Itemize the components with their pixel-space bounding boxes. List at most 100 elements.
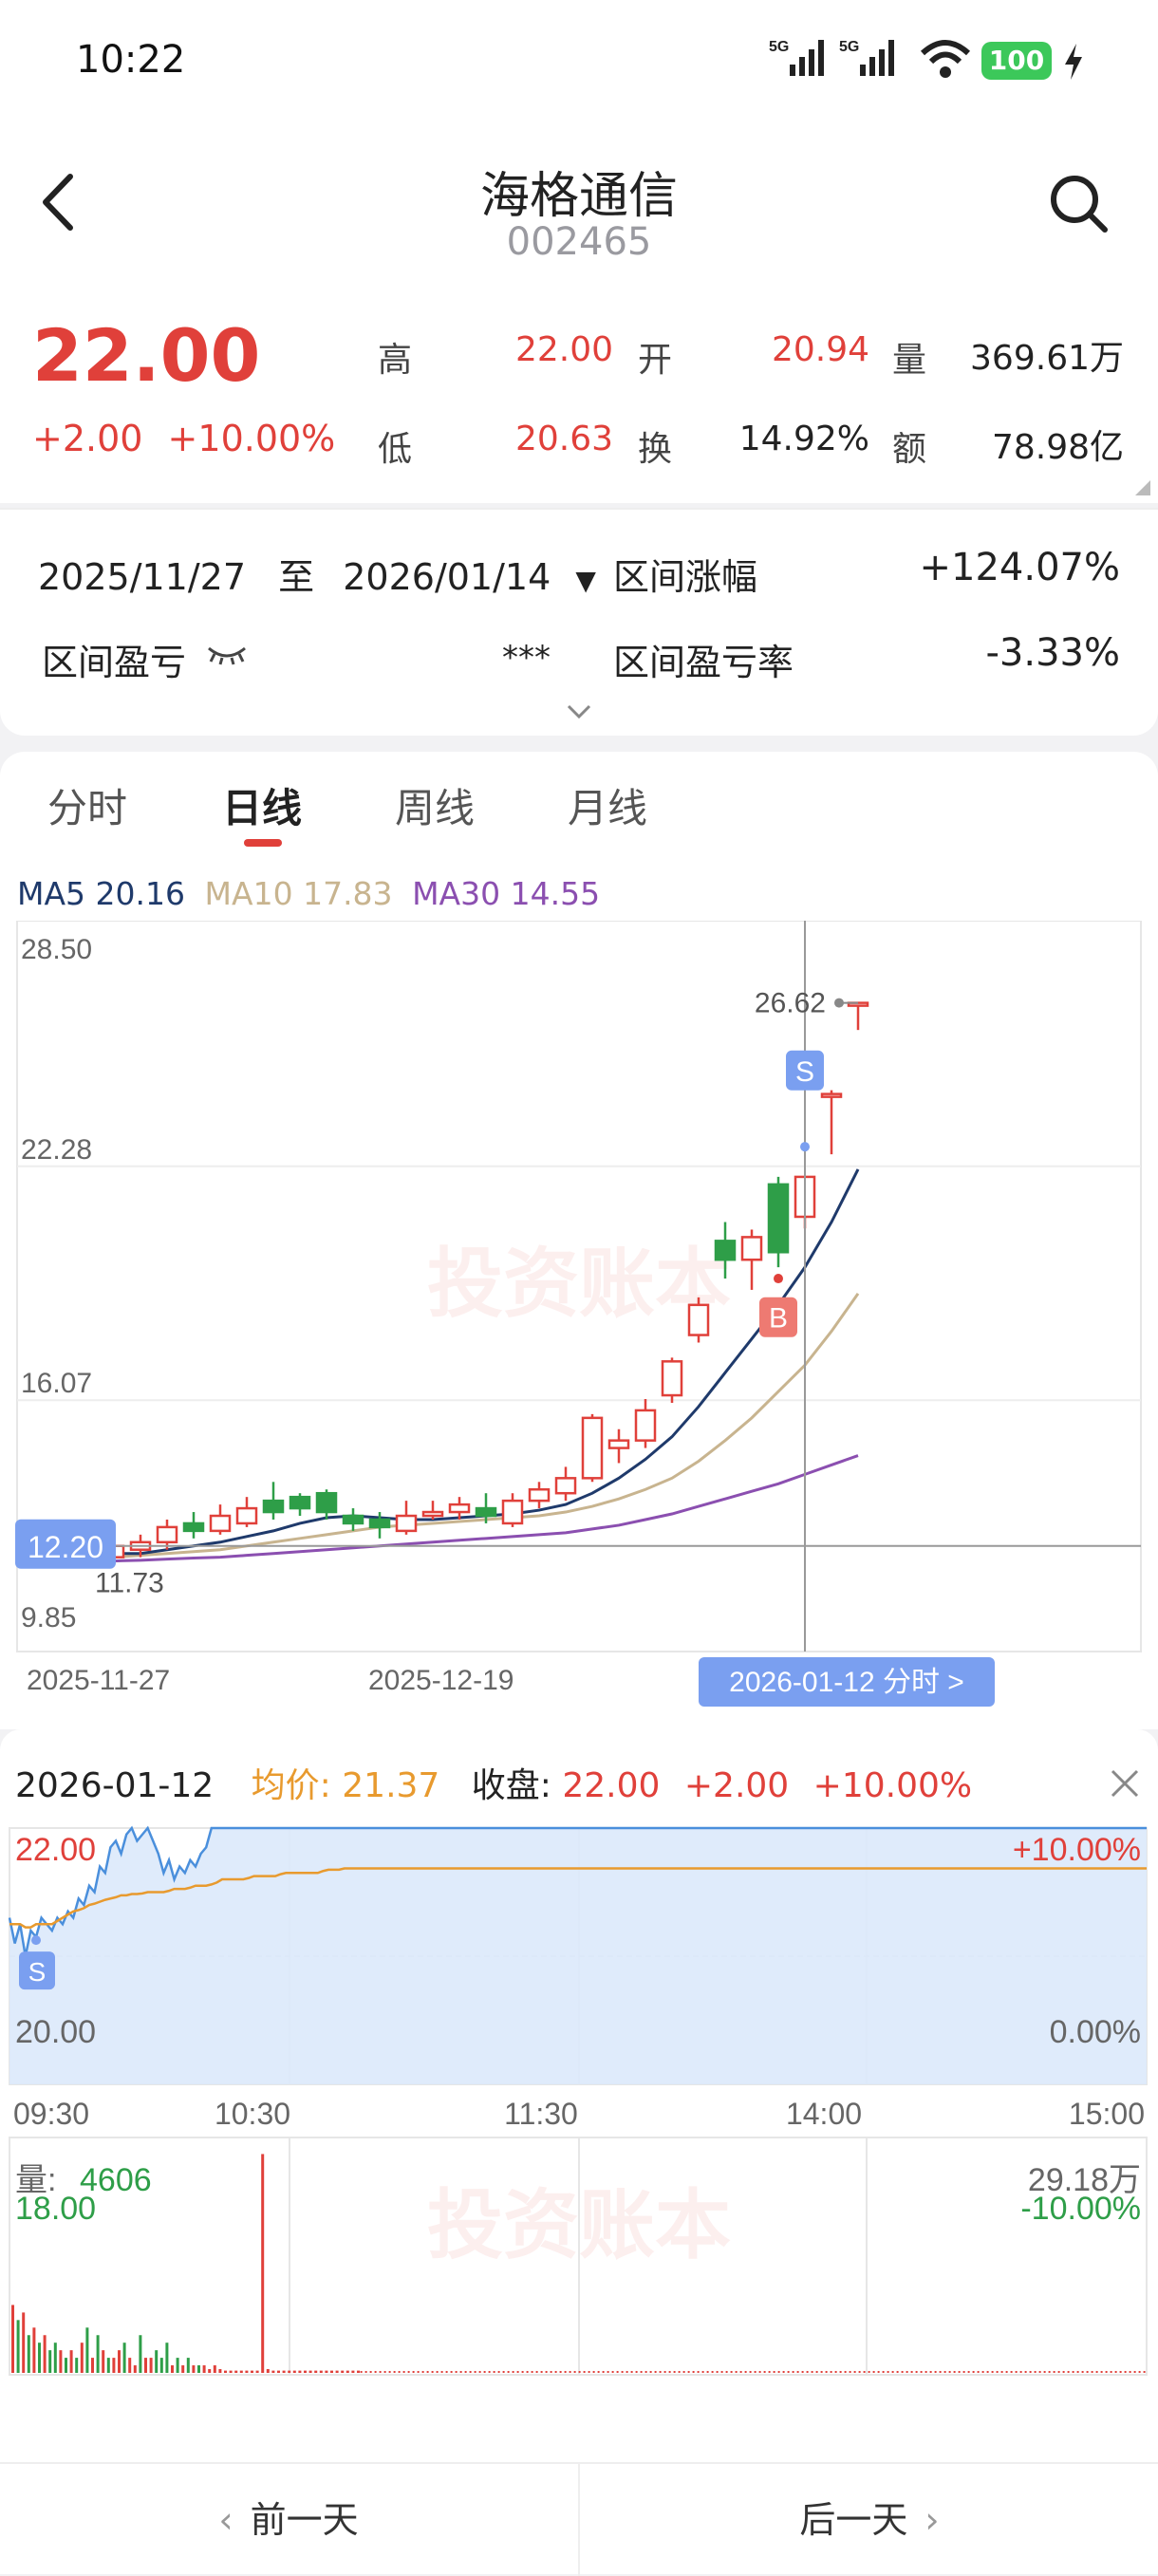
charging-icon [1065,44,1082,80]
date-range-selector[interactable]: 2025/11/27 至 2026/01/14 ▼ [38,548,596,600]
volume-bar [171,2365,174,2373]
watermark: 投资账本 [427,2183,731,2268]
intraday-date: 2026-01-12 [15,1766,215,1805]
volume-bar [65,2358,67,2373]
candle-body [634,1409,657,1442]
sell-tag-label: S [795,1056,814,1088]
candle-body [607,1439,630,1449]
range-pnl-value: *** [502,639,551,677]
intraday-chart[interactable]: 投资账本 S 22.00 20.00 18.00 +10.00% 0.00% -10.00… [0,1815,1158,2470]
candle-body [554,1477,577,1495]
candle-body [581,1416,604,1480]
volume-bar [128,2358,132,2373]
volume-bar [11,2305,14,2373]
tab-daily[interactable]: 日线 [222,785,303,831]
back-icon[interactable] [38,171,80,233]
tab-weekly[interactable]: 周线 [395,785,476,831]
tab-monthly[interactable]: 月线 [568,785,648,831]
volume-bar [218,2369,222,2373]
candle-body [342,1514,364,1525]
volume-bar [255,2370,259,2373]
candle-body [475,1506,497,1518]
end-date: 2026/01/14 [343,556,551,598]
price-line [8,1825,1147,1957]
candle-body [315,1491,338,1514]
candle-body [421,1510,444,1518]
ma30-value: 14.55 [510,875,601,912]
turnover-value: 14.92% [738,420,869,458]
candle-body [661,1360,683,1397]
volume-bar [308,2370,312,2373]
prev-day-label: 前一天 [250,2499,359,2541]
y-tick-pct-label: 0.00% [1050,2014,1141,2050]
intraday-change-percent: +10.00% [812,1766,973,1805]
volume-bar [351,2370,355,2373]
crosshair-price-label: 12.20 [28,1530,103,1564]
next-day-button[interactable]: 后一天 › [581,2464,1158,2576]
ma-legend: MA5 20.16 MA10 17.83 MA30 14.55 [17,875,600,912]
volume-value: 4606 [80,2162,152,2198]
high-value: 22.00 [514,330,613,369]
y-tick-label: 28.50 [21,934,92,965]
svg-text:5G: 5G [769,39,789,55]
volume-bar [277,2370,280,2373]
sell-tag-label: S [28,1957,47,1987]
volume-bar [330,2370,333,2373]
low-label: 低 [378,430,413,469]
intraday-change: +2.00 [683,1766,790,1805]
eye-closed-icon[interactable] [207,643,247,665]
volume-bar [319,2370,323,2373]
range-pnl-label: 区间盈亏 [42,642,187,683]
turnover-label: 换 [638,430,673,469]
candle-body [289,1495,311,1510]
volume-bar [149,2358,153,2373]
candle-body [687,1303,710,1336]
volume-bar [38,2343,41,2373]
low-value: 20.63 [514,420,613,458]
expand-chevron-icon[interactable] [566,703,592,720]
quote-panel: 22.00 +2.00 +10.00% 高 22.00 开 20.94 量 36… [0,304,1158,503]
change-value: +2.00 [32,418,143,459]
volume-bar [48,2350,52,2373]
x-tick-label: 14:00 [786,2097,862,2131]
volume-bar [186,2358,190,2373]
volume-bar [22,2312,26,2373]
y-tick-label: 18.00 [15,2191,96,2227]
ma5-value: 20.16 [95,875,186,912]
active-tab-indicator [244,839,282,847]
y-tick-label: 16.07 [21,1368,92,1399]
sell-tag [786,1050,824,1091]
y-tick-label: 22.28 [21,1134,92,1166]
ma10-label: MA10 [204,875,293,912]
volume-bar [239,2370,243,2373]
y-tick-pct-label: -10.00% [1020,2191,1141,2227]
search-icon[interactable] [1048,173,1111,235]
candle-body [262,1499,285,1514]
amount-value: 78.98亿 [991,428,1124,467]
kline-card: 分时 日线 周线 月线 MA5 20.16 MA10 17.83 MA30 14… [0,752,1158,1729]
ma5-label: MA5 [17,875,86,912]
date-separator: 至 [278,556,315,598]
range-gain-value: +124.07% [919,546,1120,589]
tab-timeshare[interactable]: 分时 [47,785,128,831]
volume-bar [106,2358,110,2373]
stock-code: 002465 [506,220,652,264]
volume-bar [85,2327,89,2373]
close-icon[interactable] [1109,1767,1141,1800]
volume-bar [208,2369,212,2373]
volume-bar [53,2343,57,2373]
volume-bar [192,2365,196,2373]
volume-bar [80,2343,84,2373]
price-change: +2.00 +10.00% [32,418,335,459]
volume-bar [282,2370,286,2373]
start-date: 2025/11/27 [38,556,247,598]
open-value: 20.94 [771,330,869,369]
x-tick-label: 2025-11-27 [27,1665,170,1696]
range-panel: 2025/11/27 至 2026/01/14 ▼ 区间涨幅 +124.07% … [0,508,1158,736]
intraday-header: 2026-01-12 均价: 21.37 收盘: 22.00 +2.00 +10… [15,1758,972,1807]
battery-icon: 100 [981,42,1052,80]
prev-day-button[interactable]: ‹ 前一天 [0,2464,577,2576]
buy-tag [759,1297,797,1337]
candle-body [448,1503,471,1514]
